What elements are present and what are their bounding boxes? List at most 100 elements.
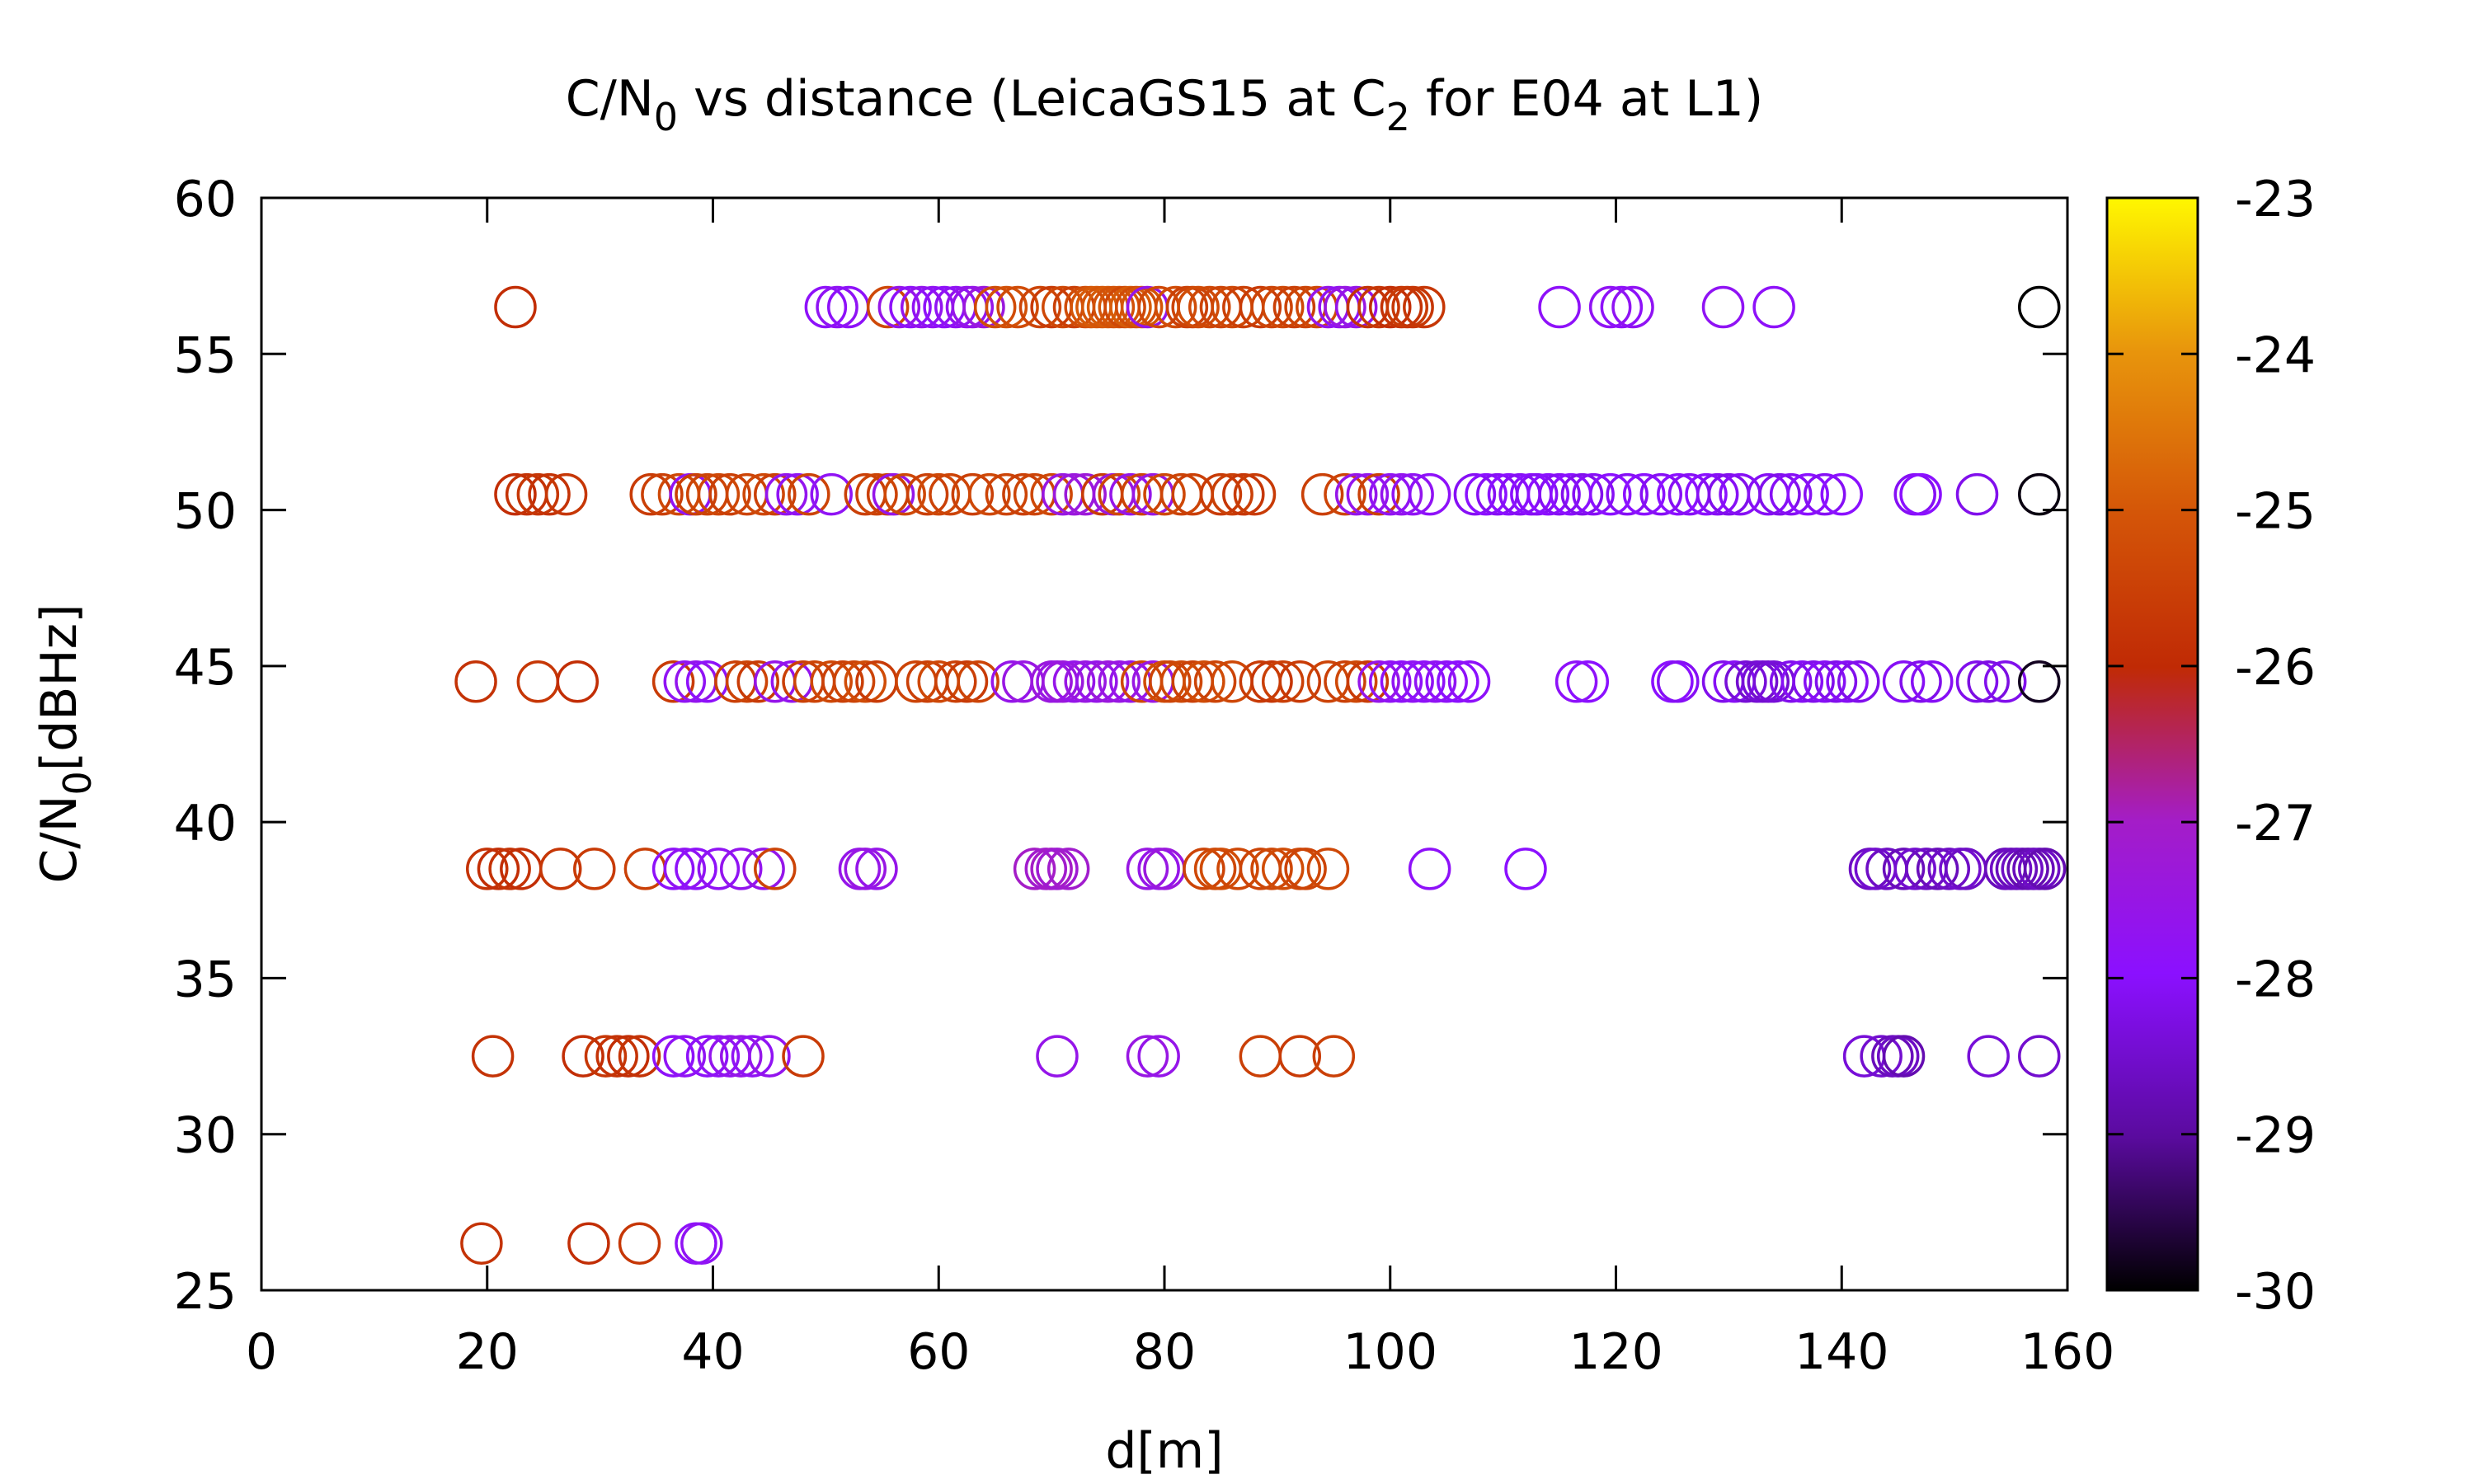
data-point — [1261, 285, 1305, 329]
data-point — [471, 1035, 515, 1078]
data-point — [1183, 848, 1225, 890]
data-point — [855, 848, 898, 890]
data-point — [1391, 285, 1434, 329]
data-point — [663, 848, 707, 890]
x-tick-label: 160 — [2020, 1323, 2115, 1381]
data-point — [680, 1222, 723, 1265]
data-point — [708, 472, 751, 516]
data-point — [2018, 1035, 2061, 1078]
data-point — [1769, 660, 1813, 703]
data-point — [1278, 660, 1321, 703]
data-point — [1447, 660, 1491, 703]
data-point — [996, 285, 1039, 329]
data-point — [1724, 660, 1767, 703]
x-axis-label: d[m] — [1105, 1422, 1223, 1480]
data-point — [1380, 472, 1423, 516]
y-tick-label: 55 — [174, 326, 237, 384]
y-tick-label: 40 — [174, 795, 237, 852]
data-point — [516, 472, 560, 516]
data-point — [1233, 472, 1277, 516]
data-point — [1622, 472, 1666, 516]
data-point — [968, 472, 1011, 516]
data-point — [1334, 472, 1378, 516]
data-point — [1538, 472, 1581, 516]
data-point — [1504, 848, 1547, 890]
data-point — [1154, 285, 1197, 329]
data-point — [866, 285, 910, 329]
data-point — [595, 1035, 638, 1078]
y-tick-label: 60 — [174, 171, 237, 228]
x-axis-ticks: 0 20 40 60 80 100 120 140 160 — [246, 198, 2114, 1381]
data-point — [1566, 660, 1610, 703]
data-point — [1109, 472, 1152, 516]
data-point — [816, 285, 858, 329]
data-point — [562, 1035, 604, 1078]
data-point — [1013, 848, 1056, 890]
data-point — [810, 472, 853, 516]
data-point — [1369, 285, 1412, 329]
data-point — [1803, 660, 1846, 703]
data-point — [567, 1222, 610, 1265]
data-point — [454, 660, 497, 703]
data-point — [1183, 660, 1225, 703]
data-point — [1120, 472, 1164, 516]
data-point — [1413, 660, 1457, 703]
data-point — [1515, 472, 1559, 516]
data-point — [1657, 660, 1700, 703]
data-point — [714, 660, 757, 703]
data-point — [1600, 285, 1644, 329]
data-point — [1126, 1035, 1169, 1078]
data-point — [1324, 472, 1366, 516]
data-point — [905, 472, 949, 516]
data-point — [1250, 848, 1293, 890]
title-middle-subscript: 2 — [1386, 95, 1410, 139]
data-point — [1403, 660, 1446, 703]
data-point — [748, 1035, 791, 1078]
y-label-main: C/N — [31, 795, 88, 883]
data-point — [1149, 660, 1192, 703]
data-point — [917, 472, 960, 516]
data-point — [584, 1035, 628, 1078]
data-point — [1792, 660, 1835, 703]
data-point — [1786, 472, 1829, 516]
colorbar-tick-label: -30 — [2235, 1263, 2316, 1321]
data-point — [488, 848, 531, 890]
data-point — [675, 848, 717, 890]
y-tick-label: 50 — [174, 483, 237, 541]
data-point — [844, 660, 887, 703]
data-point — [1306, 848, 1350, 890]
data-point — [1036, 848, 1079, 890]
data-point — [1955, 660, 1999, 703]
data-point — [1769, 472, 1813, 516]
colorbar-tick-label: -23 — [2235, 171, 2316, 228]
data-point — [1042, 660, 1084, 703]
x-tick-label: 20 — [456, 1323, 519, 1381]
data-point — [973, 285, 1017, 329]
data-point — [1899, 472, 1942, 516]
data-point — [1701, 285, 1745, 329]
data-point — [895, 660, 938, 703]
data-point — [663, 1035, 707, 1078]
data-point — [2018, 285, 2061, 329]
data-point — [1425, 660, 1468, 703]
data-point — [872, 472, 915, 516]
data-point — [1324, 660, 1366, 703]
data-point — [900, 285, 943, 329]
data-point — [1588, 472, 1632, 516]
data-point — [742, 472, 785, 516]
data-point — [1334, 660, 1378, 703]
data-point — [1159, 472, 1203, 516]
data-point — [1064, 660, 1107, 703]
data-point — [1261, 660, 1305, 703]
data-point — [1324, 285, 1366, 329]
data-point — [1747, 472, 1790, 516]
data-point — [2023, 848, 2067, 890]
data-point — [1837, 660, 1880, 703]
data-point — [1086, 660, 1130, 703]
y-tick-label: 25 — [174, 1263, 237, 1321]
data-point — [1126, 848, 1169, 890]
data-point — [618, 1035, 661, 1078]
data-point — [1916, 848, 1959, 890]
data-point — [1030, 472, 1073, 516]
